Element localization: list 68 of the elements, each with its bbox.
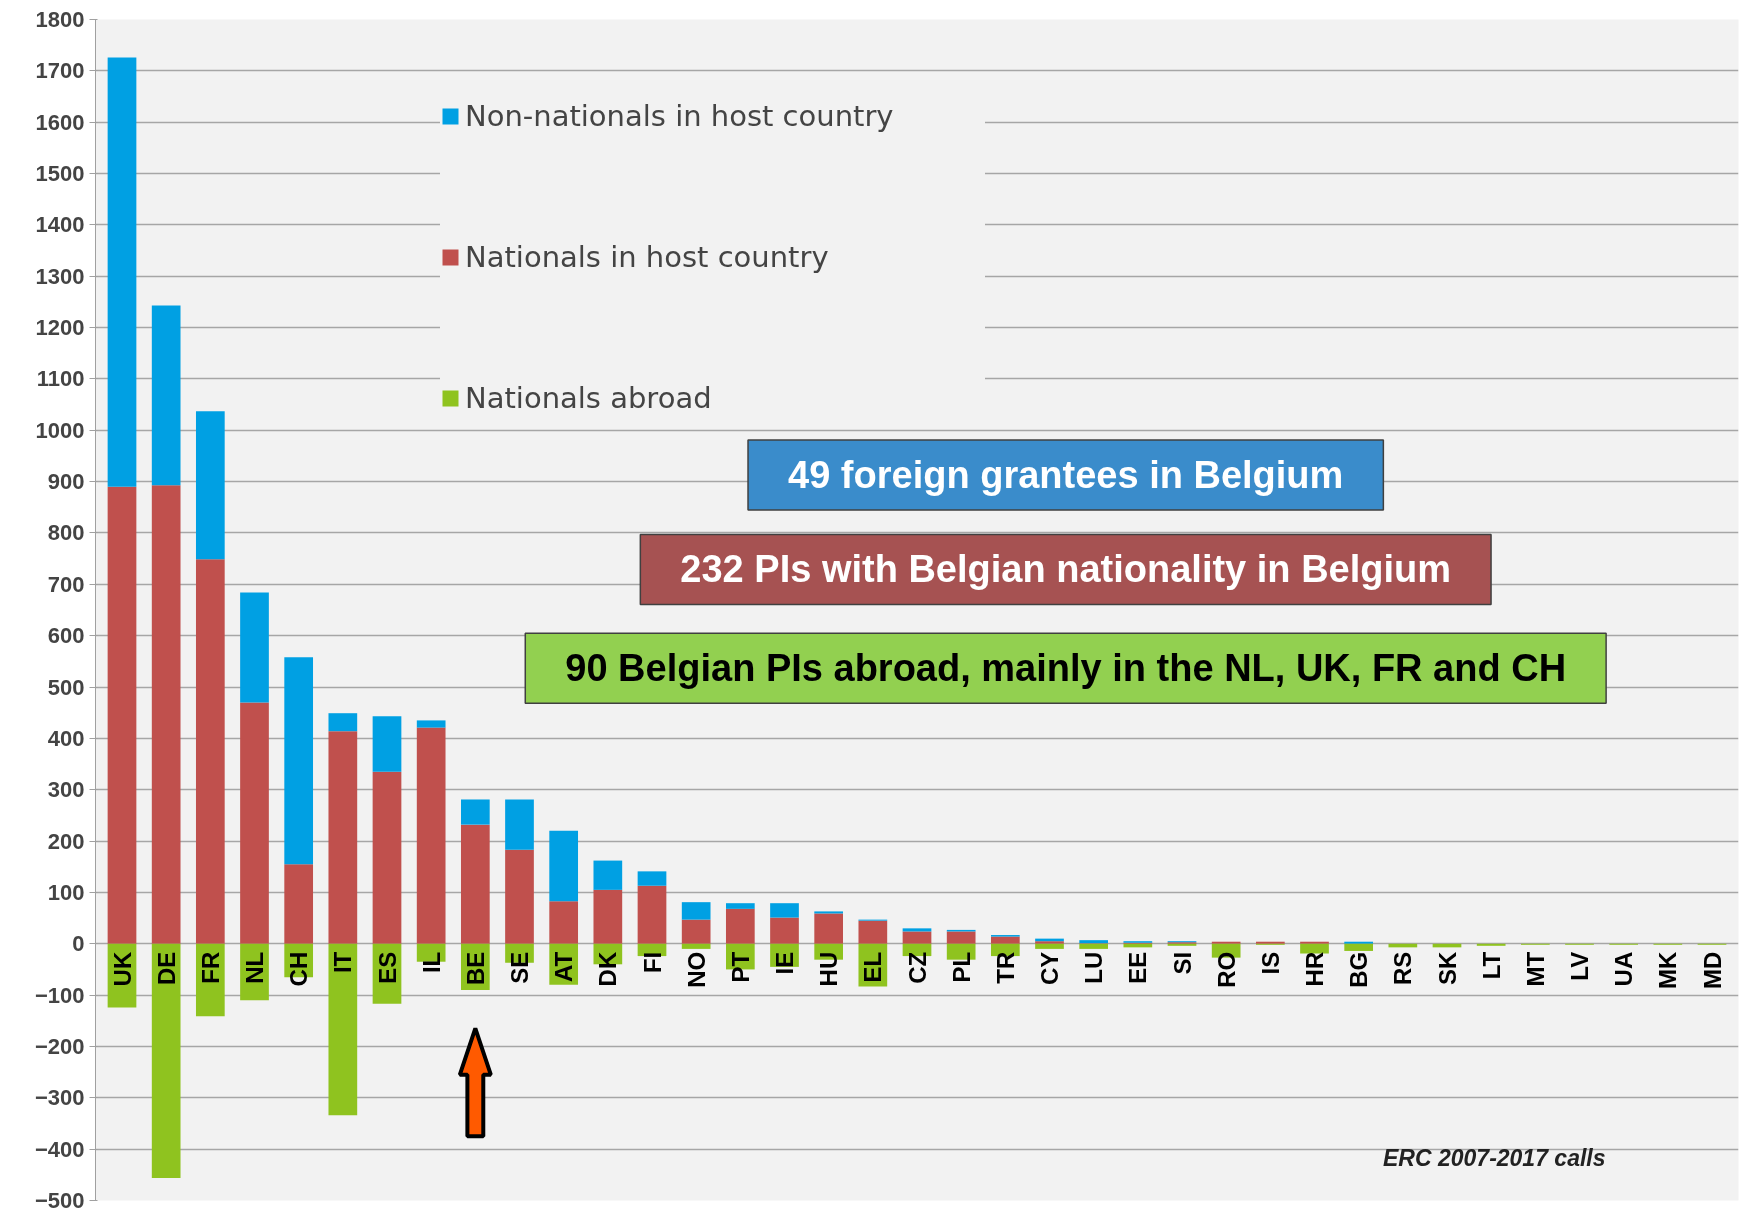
x-tick-label: HU (815, 951, 843, 987)
y-tick-label: 500 (47, 674, 85, 700)
x-tick-label: FI (638, 951, 666, 974)
y-tick-label: −200 (34, 1033, 85, 1059)
y-tick-label: 1000 (35, 417, 85, 443)
legend-label: Non-nationals in host country (465, 99, 895, 133)
x-tick-label: DE (152, 951, 180, 986)
y-tick-label: 300 (47, 777, 85, 803)
x-tick-label: LT (1477, 951, 1505, 980)
y-tick-label: 1400 (35, 212, 85, 238)
x-tick-label: CH (285, 951, 313, 987)
y-tick-label: −500 (34, 1188, 85, 1212)
x-tick-label: DK (594, 951, 622, 987)
x-tick-label: AT (550, 951, 578, 982)
x-tick-label: NL (241, 951, 268, 984)
x-tick-label: PT (726, 951, 754, 983)
y-tick-label: 1800 (35, 7, 85, 32)
x-tick-label: IS (1256, 951, 1284, 975)
y-tick-label: −300 (34, 1085, 85, 1111)
x-tick-label: CY (1036, 951, 1063, 986)
x-tick-label: MT (1521, 951, 1549, 987)
y-tick-label: 1100 (36, 366, 85, 392)
x-tick-label: SE (506, 951, 533, 984)
x-tick-label: LU (1080, 951, 1108, 984)
x-tick-label: UK (108, 951, 136, 987)
annotation: 49 foreign grantees in Belgium (788, 453, 1344, 496)
y-tick-label: 400 (47, 725, 85, 751)
x-tick-label: ES (373, 951, 401, 984)
y-tick-label: 200 (47, 828, 85, 854)
x-tick-label: FR (196, 951, 224, 984)
x-tick-label: HR (1301, 951, 1328, 987)
x-tick-label: IT (329, 951, 357, 974)
x-tick-label: TR (991, 951, 1019, 984)
x-tick-label: RS (1389, 951, 1417, 986)
y-tick-label: 1300 (35, 263, 85, 289)
x-tick-label: UA (1610, 951, 1638, 987)
y-tick-label: −400 (34, 1136, 85, 1162)
x-tick-label: BG (1345, 951, 1373, 988)
y-tick-label: 900 (47, 469, 85, 495)
x-tick-label: RO (1212, 951, 1240, 988)
y-tick-label: 800 (47, 520, 85, 546)
x-tick-label: PL (947, 951, 975, 983)
x-tick-label: CZ (903, 951, 931, 984)
y-tick-label: 1500 (35, 161, 85, 187)
y-tick-label: 1600 (35, 109, 85, 135)
x-tick-label: IE (771, 951, 798, 975)
y-tick-label: 700 (47, 571, 85, 597)
x-tick-label: NO (682, 951, 710, 988)
annotation: 90 Belgian PIs abroad, mainly in the NL, UK, FR and CH (565, 647, 1567, 690)
x-tick-label: MK (1654, 951, 1682, 990)
x-tick-label: IL (417, 951, 445, 974)
x-tick-label: MD (1698, 951, 1726, 990)
y-tick-label: 1700 (35, 58, 85, 84)
x-tick-label: SI (1168, 951, 1196, 975)
x-tick-label: EE (1124, 951, 1152, 984)
x-tick-label: SK (1433, 951, 1461, 986)
x-tick-label: BE (461, 951, 489, 986)
x-tick-label: LV (1566, 951, 1593, 981)
y-tick-label: 1200 (35, 315, 85, 341)
y-tick-label: 600 (47, 623, 85, 649)
legend-label: Nationals abroad (465, 381, 713, 415)
annotation: 232 PIs with Belgian nationality in Belgium (680, 548, 1452, 591)
y-tick-label: −100 (34, 982, 85, 1008)
annotation: ERC 2007-2017 calls (1383, 1144, 1606, 1171)
y-tick-label: 100 (47, 879, 85, 905)
y-tick-label: 0 (72, 931, 85, 957)
legend-label: Nationals in host country (465, 240, 830, 274)
x-tick-label: EL (859, 951, 887, 983)
